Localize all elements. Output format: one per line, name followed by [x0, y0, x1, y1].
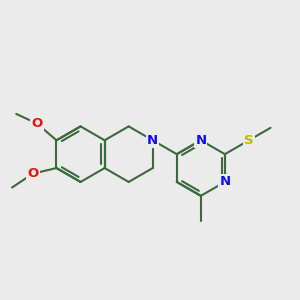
- Text: S: S: [244, 134, 254, 147]
- Text: N: N: [219, 176, 230, 188]
- Text: O: O: [32, 117, 43, 130]
- Text: O: O: [27, 167, 38, 180]
- Text: N: N: [147, 134, 158, 147]
- Text: N: N: [195, 134, 206, 147]
